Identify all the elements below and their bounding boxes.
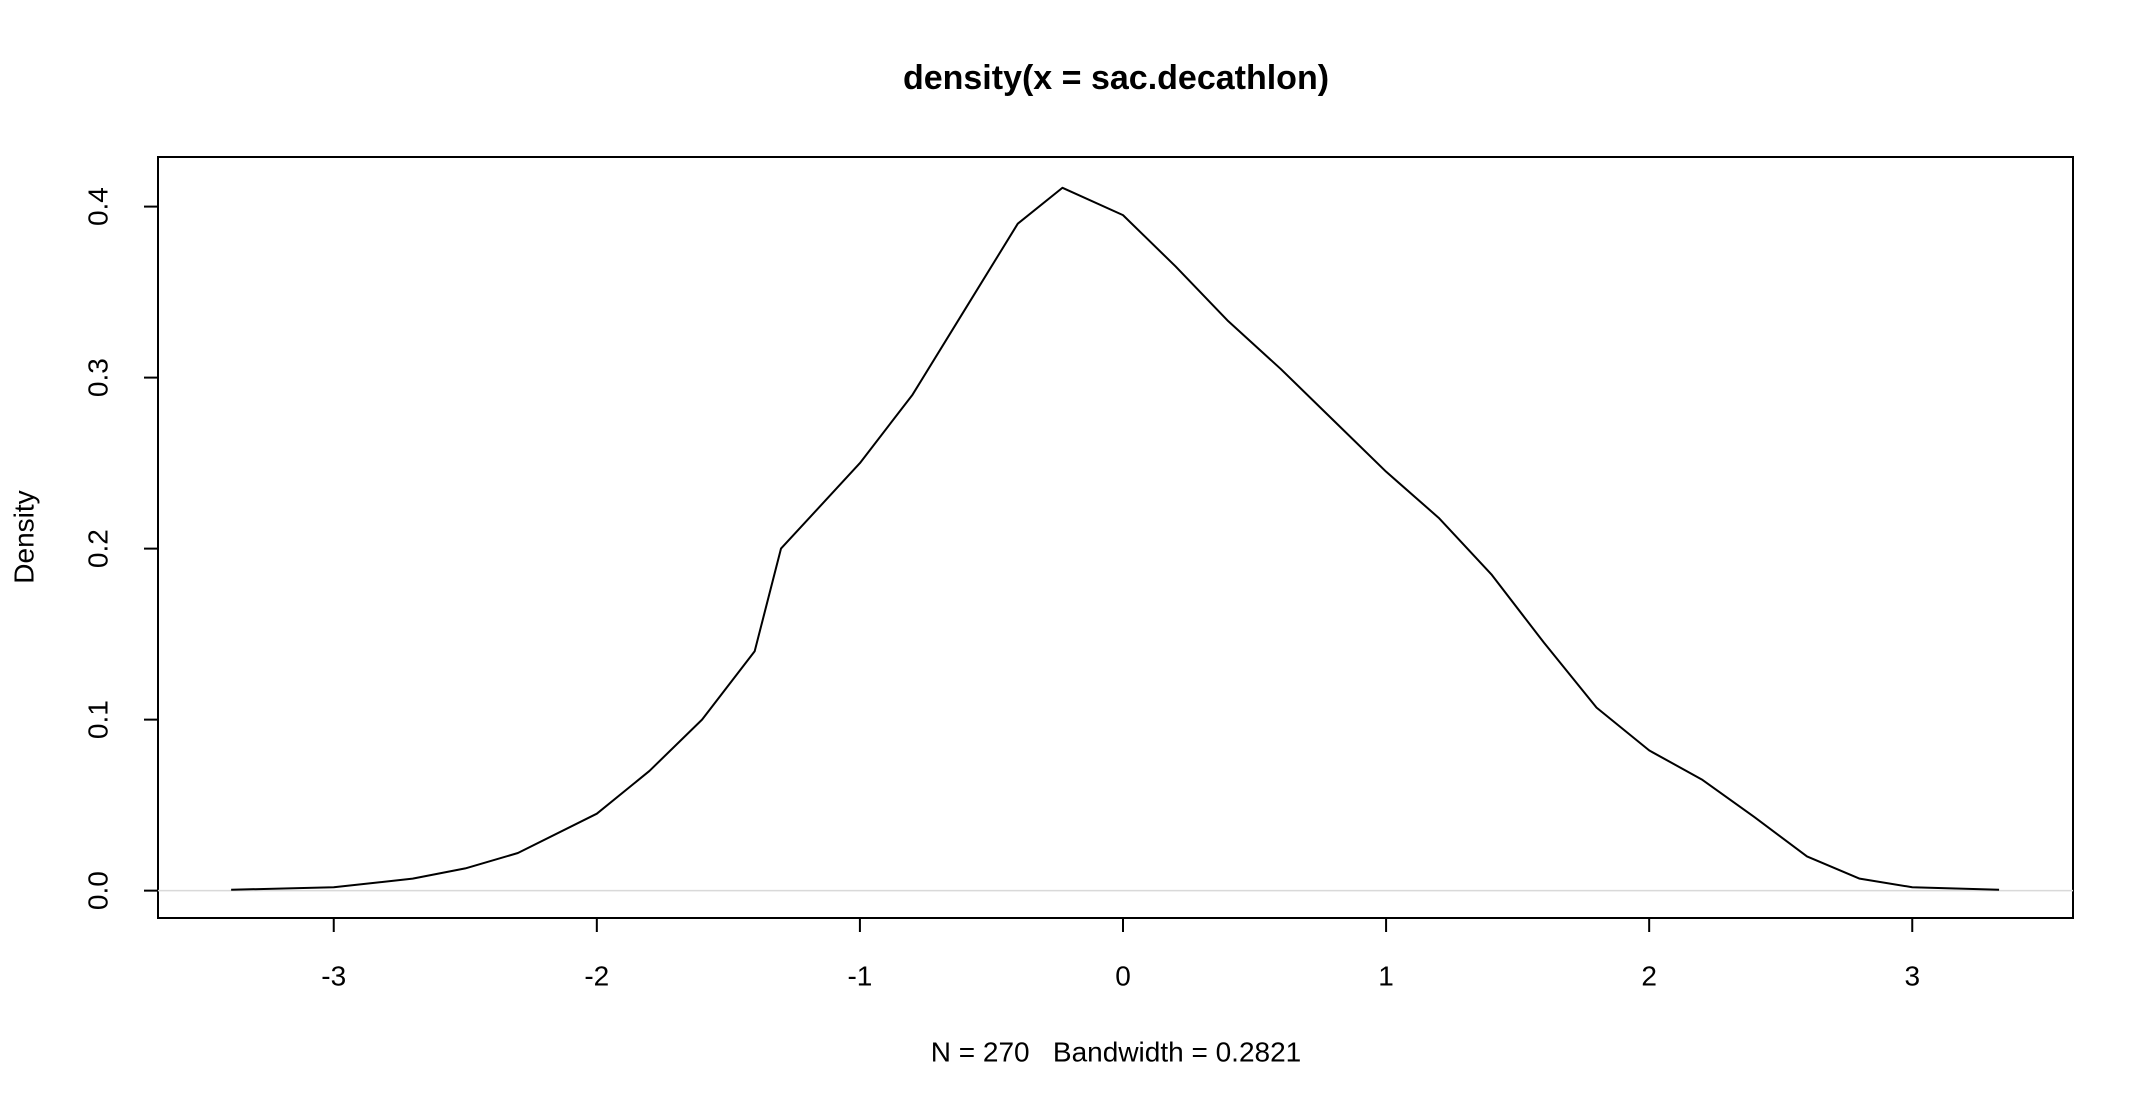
x-tick-label: -1 [847, 960, 872, 991]
x-tick-label: 0 [1115, 960, 1131, 991]
chart-title: density(x = sac.decathlon) [903, 59, 1329, 97]
x-tick-label: -2 [584, 960, 609, 991]
y-tick-label: 0.0 [82, 871, 113, 910]
y-tick-label: 0.2 [82, 529, 113, 568]
x-tick-label: 3 [1904, 960, 1920, 991]
density-line [231, 186, 2000, 891]
x-tick-label: 2 [1641, 960, 1657, 991]
plot-frame [157, 156, 2074, 919]
x-tick-label: -3 [321, 960, 346, 991]
x-tick-label: 1 [1378, 960, 1394, 991]
y-tick-label: 0.1 [82, 700, 113, 739]
x-axis-label: N = 270 Bandwidth = 0.2821 [931, 1036, 1302, 1067]
y-tick-label: 0.4 [82, 187, 113, 226]
y-axis-label: Density [8, 490, 39, 583]
y-tick-label: 0.3 [82, 358, 113, 397]
